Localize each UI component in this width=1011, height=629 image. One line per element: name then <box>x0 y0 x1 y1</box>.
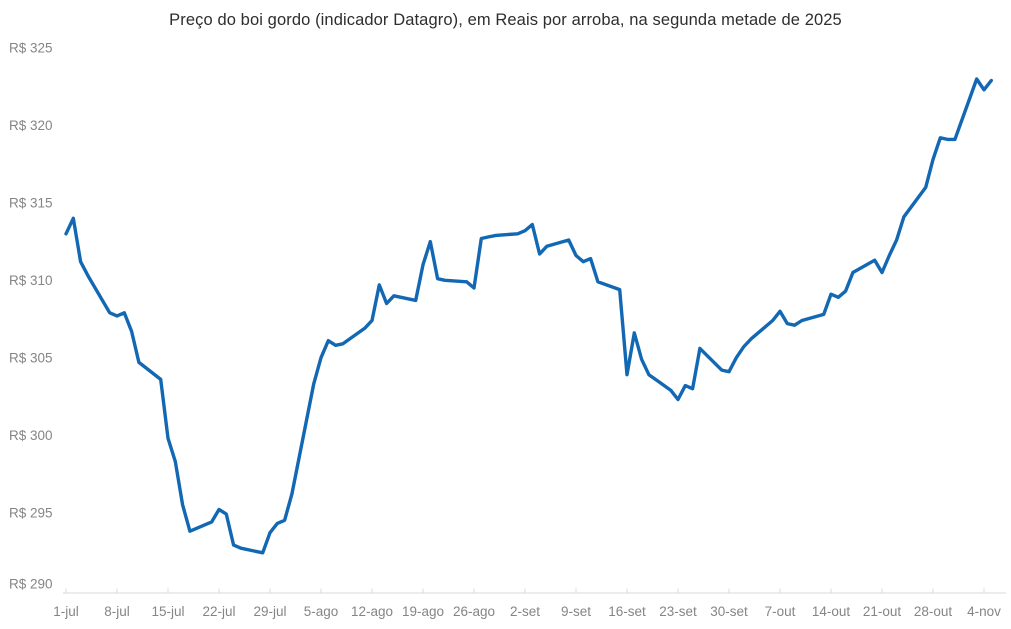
y-axis-label: R$ 305 <box>9 350 53 365</box>
x-axis-label: 22-jul <box>202 604 235 619</box>
x-axis-label: 28-out <box>914 604 953 619</box>
y-axis-label: R$ 295 <box>9 505 53 520</box>
x-axis-label: 2-set <box>510 604 540 619</box>
y-axis-label: R$ 315 <box>9 196 53 211</box>
y-axis-label: R$ 325 <box>9 41 53 56</box>
chart-title: Preço do boi gordo (indicador Datagro), … <box>169 11 842 29</box>
x-axis-label: 23-set <box>659 604 697 619</box>
x-axis-label: 1-jul <box>53 604 79 619</box>
x-axis-label: 19-ago <box>402 604 444 619</box>
x-axis-label: 5-ago <box>304 604 339 619</box>
x-axis-label: 16-set <box>608 604 646 619</box>
y-axis-label: R$ 320 <box>9 118 53 133</box>
x-axis-label: 15-jul <box>151 604 184 619</box>
y-axis-label: R$ 300 <box>9 428 53 443</box>
x-axis-label: 9-set <box>561 604 591 619</box>
price-line <box>64 77 993 555</box>
x-axis-label: 21-out <box>863 604 902 619</box>
x-axis-label: 26-ago <box>453 604 495 619</box>
y-axis-label: R$ 310 <box>9 273 53 288</box>
x-axis-label: 30-set <box>710 604 748 619</box>
x-axis-label: 8-jul <box>104 604 130 619</box>
x-axis-label: 14-out <box>812 604 851 619</box>
y-axis-label: R$ 290 <box>9 577 53 592</box>
x-axis-label: 7-out <box>765 604 796 619</box>
x-axis-label: 4-nov <box>967 604 1001 619</box>
x-axis-label: 29-jul <box>253 604 286 619</box>
x-axis-label: 12-ago <box>351 604 393 619</box>
